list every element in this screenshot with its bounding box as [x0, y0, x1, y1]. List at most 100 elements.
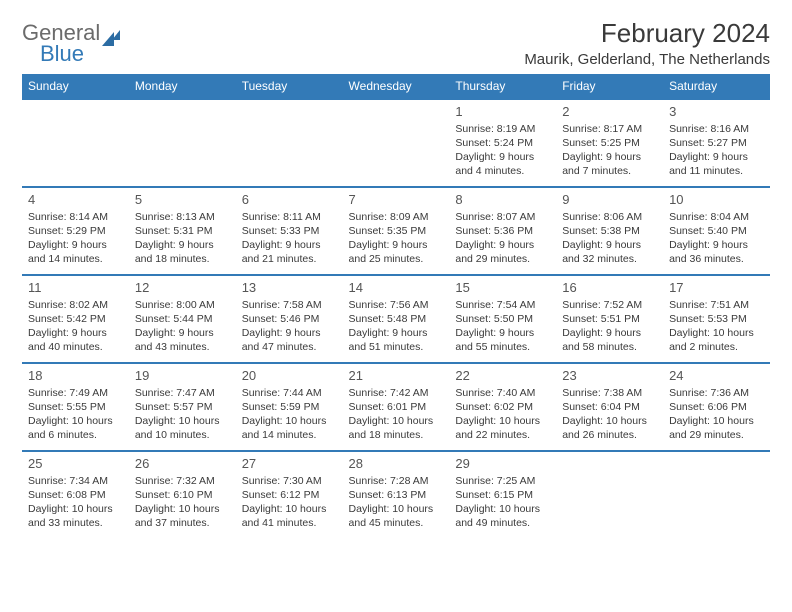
day-detail-line: Sunset: 5:27 PM [669, 136, 764, 150]
day-detail-line: and 51 minutes. [349, 340, 444, 354]
day-number: 12 [135, 279, 230, 297]
day-detail-line: Sunset: 5:29 PM [28, 224, 123, 238]
calendar-day-cell [343, 99, 450, 187]
day-detail-line: Sunset: 5:50 PM [455, 312, 550, 326]
logo: General Blue [22, 18, 122, 65]
day-detail-line: and 55 minutes. [455, 340, 550, 354]
day-detail-line: and 6 minutes. [28, 428, 123, 442]
day-detail-line: Daylight: 9 hours [242, 238, 337, 252]
day-number: 28 [349, 455, 444, 473]
header: General Blue February 2024 Maurik, Gelde… [22, 18, 770, 68]
day-detail-line: Sunset: 5:38 PM [562, 224, 657, 238]
day-detail-line: Sunrise: 7:38 AM [562, 386, 657, 400]
calendar-day-cell: 10Sunrise: 8:04 AMSunset: 5:40 PMDayligh… [663, 187, 770, 275]
day-detail-line: Sunset: 6:08 PM [28, 488, 123, 502]
calendar-day-cell: 17Sunrise: 7:51 AMSunset: 5:53 PMDayligh… [663, 275, 770, 363]
day-number: 20 [242, 367, 337, 385]
day-detail-line: Sunset: 5:24 PM [455, 136, 550, 150]
day-detail-line: Daylight: 10 hours [28, 502, 123, 516]
day-detail-line: and 26 minutes. [562, 428, 657, 442]
day-detail-line: Sunset: 5:31 PM [135, 224, 230, 238]
calendar-day-cell: 28Sunrise: 7:28 AMSunset: 6:13 PMDayligh… [343, 451, 450, 539]
calendar-day-cell [129, 99, 236, 187]
day-detail-line: Sunset: 6:10 PM [135, 488, 230, 502]
day-detail-line: Daylight: 9 hours [669, 238, 764, 252]
calendar-day-cell: 15Sunrise: 7:54 AMSunset: 5:50 PMDayligh… [449, 275, 556, 363]
day-detail-line: and 25 minutes. [349, 252, 444, 266]
day-number: 7 [349, 191, 444, 209]
day-detail-line: Sunrise: 8:02 AM [28, 298, 123, 312]
weekday-header: Friday [556, 74, 663, 99]
day-number: 10 [669, 191, 764, 209]
day-detail-line: Sunrise: 7:49 AM [28, 386, 123, 400]
day-detail-line: Daylight: 10 hours [349, 414, 444, 428]
calendar-day-cell: 5Sunrise: 8:13 AMSunset: 5:31 PMDaylight… [129, 187, 236, 275]
weekday-header: Monday [129, 74, 236, 99]
day-number: 2 [562, 103, 657, 121]
day-detail-line: Daylight: 9 hours [455, 238, 550, 252]
day-detail-line: Daylight: 9 hours [135, 326, 230, 340]
day-detail-line: Sunrise: 7:25 AM [455, 474, 550, 488]
day-number: 23 [562, 367, 657, 385]
calendar-day-cell: 29Sunrise: 7:25 AMSunset: 6:15 PMDayligh… [449, 451, 556, 539]
calendar-week-row: 25Sunrise: 7:34 AMSunset: 6:08 PMDayligh… [22, 451, 770, 539]
day-detail-line: and 10 minutes. [135, 428, 230, 442]
calendar-day-cell: 24Sunrise: 7:36 AMSunset: 6:06 PMDayligh… [663, 363, 770, 451]
calendar-day-cell: 2Sunrise: 8:17 AMSunset: 5:25 PMDaylight… [556, 99, 663, 187]
day-number: 16 [562, 279, 657, 297]
day-detail-line: and 33 minutes. [28, 516, 123, 530]
calendar-week-row: 18Sunrise: 7:49 AMSunset: 5:55 PMDayligh… [22, 363, 770, 451]
day-detail-line: and 4 minutes. [455, 164, 550, 178]
day-detail-line: Sunset: 5:55 PM [28, 400, 123, 414]
day-detail-line: and 22 minutes. [455, 428, 550, 442]
day-detail-line: Sunset: 5:25 PM [562, 136, 657, 150]
day-detail-line: Daylight: 10 hours [455, 414, 550, 428]
day-number: 4 [28, 191, 123, 209]
day-detail-line: Sunrise: 7:54 AM [455, 298, 550, 312]
day-detail-line: Daylight: 9 hours [669, 150, 764, 164]
day-number: 5 [135, 191, 230, 209]
calendar-day-cell: 9Sunrise: 8:06 AMSunset: 5:38 PMDaylight… [556, 187, 663, 275]
day-number: 25 [28, 455, 123, 473]
day-detail-line: Daylight: 10 hours [135, 502, 230, 516]
calendar-day-cell [22, 99, 129, 187]
day-detail-line: Sunrise: 7:30 AM [242, 474, 337, 488]
day-detail-line: Daylight: 9 hours [349, 326, 444, 340]
day-detail-line: Sunrise: 7:58 AM [242, 298, 337, 312]
day-detail-line: Sunset: 5:51 PM [562, 312, 657, 326]
day-detail-line: and 37 minutes. [135, 516, 230, 530]
day-detail-line: Daylight: 10 hours [242, 414, 337, 428]
calendar-day-cell [236, 99, 343, 187]
day-detail-line: Sunset: 5:48 PM [349, 312, 444, 326]
location-text: Maurik, Gelderland, The Netherlands [524, 51, 770, 68]
day-number: 13 [242, 279, 337, 297]
day-detail-line: Daylight: 10 hours [349, 502, 444, 516]
day-detail-line: and 11 minutes. [669, 164, 764, 178]
day-detail-line: Sunset: 5:33 PM [242, 224, 337, 238]
day-number: 15 [455, 279, 550, 297]
day-detail-line: Sunset: 5:35 PM [349, 224, 444, 238]
day-detail-line: Sunset: 5:40 PM [669, 224, 764, 238]
day-detail-line: and 18 minutes. [349, 428, 444, 442]
day-detail-line: and 45 minutes. [349, 516, 444, 530]
calendar-day-cell: 8Sunrise: 8:07 AMSunset: 5:36 PMDaylight… [449, 187, 556, 275]
weekday-header: Thursday [449, 74, 556, 99]
day-detail-line: Sunrise: 7:44 AM [242, 386, 337, 400]
day-number: 27 [242, 455, 337, 473]
day-detail-line: and 58 minutes. [562, 340, 657, 354]
calendar-day-cell: 14Sunrise: 7:56 AMSunset: 5:48 PMDayligh… [343, 275, 450, 363]
day-detail-line: Daylight: 9 hours [135, 238, 230, 252]
day-number: 1 [455, 103, 550, 121]
calendar-day-cell: 27Sunrise: 7:30 AMSunset: 6:12 PMDayligh… [236, 451, 343, 539]
calendar-day-cell: 16Sunrise: 7:52 AMSunset: 5:51 PMDayligh… [556, 275, 663, 363]
day-detail-line: Daylight: 9 hours [349, 238, 444, 252]
day-detail-line: Sunset: 6:12 PM [242, 488, 337, 502]
day-detail-line: Daylight: 9 hours [562, 150, 657, 164]
day-detail-line: Sunrise: 8:17 AM [562, 122, 657, 136]
day-number: 9 [562, 191, 657, 209]
day-detail-line: Sunrise: 8:06 AM [562, 210, 657, 224]
day-detail-line: Sunrise: 7:56 AM [349, 298, 444, 312]
calendar-day-cell: 20Sunrise: 7:44 AMSunset: 5:59 PMDayligh… [236, 363, 343, 451]
calendar-day-cell: 7Sunrise: 8:09 AMSunset: 5:35 PMDaylight… [343, 187, 450, 275]
day-detail-line: and 36 minutes. [669, 252, 764, 266]
